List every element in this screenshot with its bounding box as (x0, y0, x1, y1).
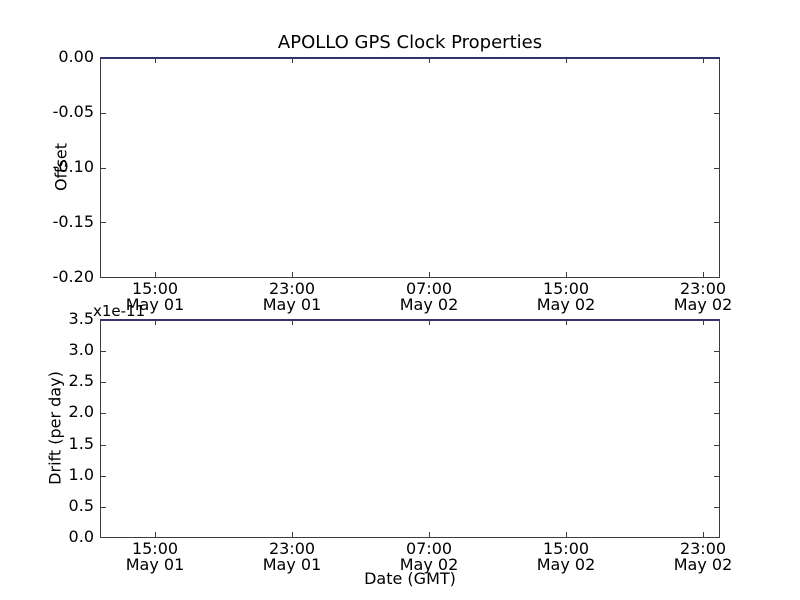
drift-data-line (100, 319, 720, 321)
offset-ytick-label: -0.20 (52, 267, 94, 286)
tick-mark (292, 272, 293, 277)
tick-mark (429, 532, 430, 537)
tick-mark (566, 320, 567, 325)
tick-mark (292, 532, 293, 537)
offset-xtick-label: 07:00 May 02 (399, 279, 459, 314)
tick-mark (429, 320, 430, 325)
tick-mark (566, 532, 567, 537)
tick-mark (566, 58, 567, 63)
tick-mark (155, 532, 156, 537)
tick-mark (155, 320, 156, 325)
tick-mark (714, 413, 719, 414)
offset-xtick-label: 23:00 May 02 (673, 279, 733, 314)
tick-mark (429, 58, 430, 63)
tick-mark (714, 445, 719, 446)
tick-mark (714, 476, 719, 477)
drift-xtick-label: 15:00 May 02 (536, 539, 596, 574)
offset-ytick-label: -0.10 (52, 157, 94, 176)
tick-mark (429, 272, 430, 277)
drift-ytick-label: 1.5 (68, 434, 94, 453)
tick-mark (292, 58, 293, 63)
tick-mark (101, 168, 106, 169)
chart-title: APOLLO GPS Clock Properties (277, 32, 543, 53)
tick-mark (703, 320, 704, 325)
drift-ytick-label: 0.5 (68, 496, 94, 515)
drift-xtick-label: 15:00 May 01 (125, 539, 185, 574)
y-axis-multiplier-text: x1e-11 (93, 302, 146, 320)
offset-xtick-label: 15:00 May 02 (536, 279, 596, 314)
tick-mark (155, 272, 156, 277)
tick-mark (703, 532, 704, 537)
offset-xtick-label: 23:00 May 01 (262, 279, 322, 314)
tick-mark (101, 507, 106, 508)
tick-mark (566, 272, 567, 277)
drift-ytick-label: 3.0 (68, 340, 94, 359)
drift-xtick-label: 23:00 May 01 (262, 539, 322, 574)
tick-mark (703, 272, 704, 277)
tick-mark (101, 445, 106, 446)
drift-xtick-label: 23:00 May 02 (673, 539, 733, 574)
offset-data-line (100, 57, 720, 59)
tick-mark (714, 507, 719, 508)
x-axis-label: Date (GMT) (364, 569, 456, 588)
drift-ytick-label: 0.0 (68, 527, 94, 546)
offset-plot-area (100, 57, 720, 278)
offset-ytick-label: -0.05 (52, 102, 94, 121)
drift-plot-area (100, 319, 720, 538)
tick-mark (714, 113, 719, 114)
drift-ytick-label: 2.5 (68, 371, 94, 390)
drift-xtick-label: 07:00 May 02 (399, 539, 459, 574)
offset-ytick-label: -0.15 (52, 212, 94, 231)
drift-ytick-label: 2.0 (68, 402, 94, 421)
tick-mark (101, 476, 106, 477)
tick-mark (714, 168, 719, 169)
tick-mark (101, 351, 106, 352)
tick-mark (292, 320, 293, 325)
tick-mark (101, 413, 106, 414)
tick-mark (101, 382, 106, 383)
tick-mark (703, 58, 704, 63)
tick-mark (101, 113, 106, 114)
tick-mark (714, 382, 719, 383)
drift-ytick-label: 3.5 (68, 309, 94, 328)
tick-mark (155, 58, 156, 63)
tick-mark (714, 351, 719, 352)
offset-ytick-label: 0.00 (58, 47, 94, 66)
tick-mark (714, 222, 719, 223)
offset-xtick-label: 15:00 May 01 (125, 279, 185, 314)
tick-mark (101, 222, 106, 223)
drift-ytick-label: 1.0 (68, 465, 94, 484)
